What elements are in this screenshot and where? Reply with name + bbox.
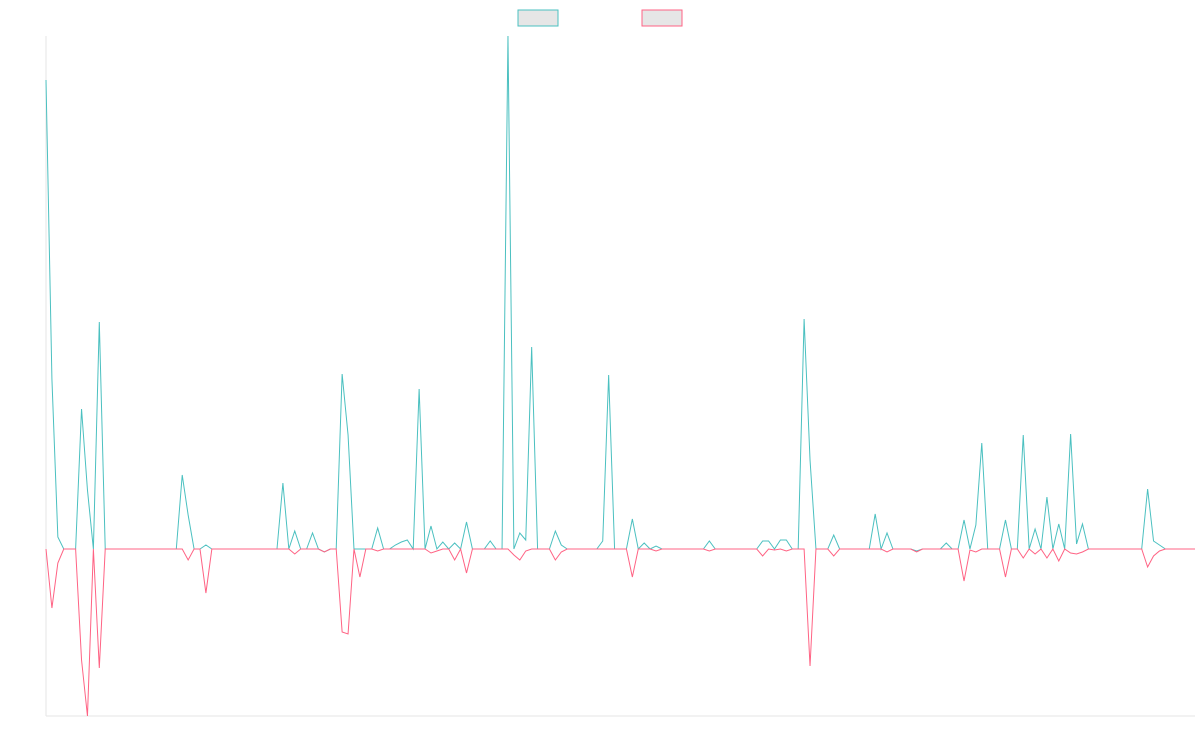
data-line (45, 547, 1195, 717)
data-line (45, 35, 1195, 553)
legend-swatch (517, 9, 559, 27)
legend-swatch (641, 9, 683, 27)
